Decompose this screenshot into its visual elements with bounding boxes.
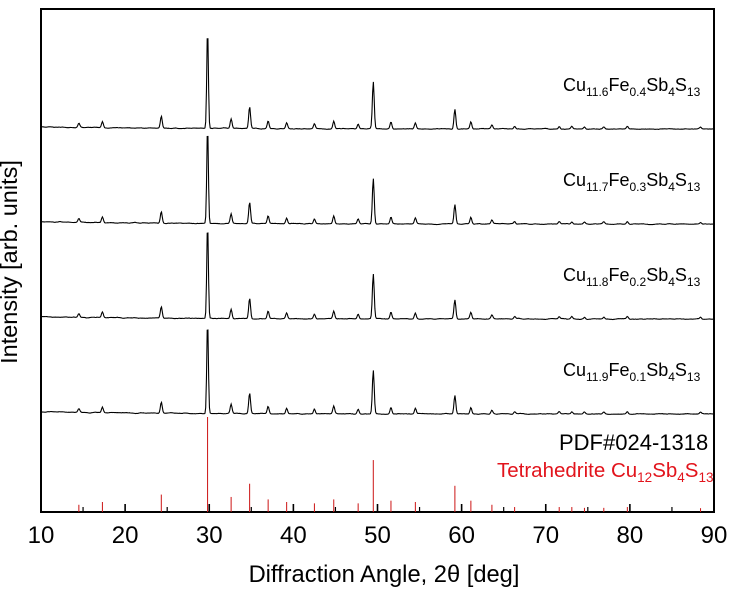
svg-text:30: 30 bbox=[196, 522, 223, 549]
svg-text:Tetrahedrite Cu12Sb4S13: Tetrahedrite Cu12Sb4S13 bbox=[497, 459, 714, 485]
svg-text:90: 90 bbox=[701, 522, 728, 549]
svg-text:70: 70 bbox=[532, 522, 559, 549]
svg-text:PDF#024-1318: PDF#024-1318 bbox=[559, 430, 708, 455]
svg-text:50: 50 bbox=[364, 522, 391, 549]
svg-text:Intensity [arb. units]: Intensity [arb. units] bbox=[0, 160, 22, 364]
svg-text:Cu11.9Fe0.1Sb4S13: Cu11.9Fe0.1Sb4S13 bbox=[563, 360, 701, 384]
svg-text:10: 10 bbox=[28, 522, 55, 549]
svg-text:40: 40 bbox=[280, 522, 307, 549]
svg-text:Diffraction Angle, 2θ [deg]: Diffraction Angle, 2θ [deg] bbox=[249, 562, 520, 588]
svg-text:Cu11.6Fe0.4Sb4S13: Cu11.6Fe0.4Sb4S13 bbox=[563, 75, 701, 99]
svg-text:Cu11.7Fe0.3Sb4S13: Cu11.7Fe0.3Sb4S13 bbox=[563, 170, 701, 194]
svg-text:20: 20 bbox=[112, 522, 139, 549]
svg-text:80: 80 bbox=[617, 522, 644, 549]
svg-text:60: 60 bbox=[448, 522, 475, 549]
svg-text:Cu11.8Fe0.2Sb4S13: Cu11.8Fe0.2Sb4S13 bbox=[563, 265, 701, 289]
